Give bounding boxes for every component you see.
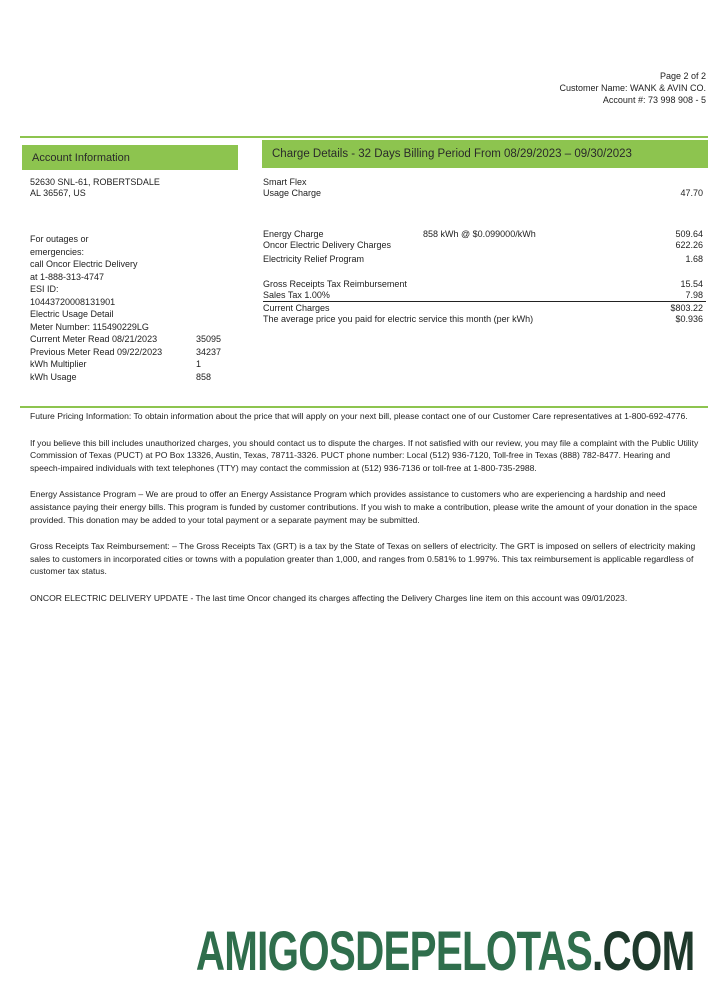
average-price-row: The average price you paid for electric … — [263, 314, 703, 325]
charge-label: The average price you paid for electric … — [263, 314, 534, 324]
charge-label: Oncor Electric Delivery Charges — [263, 240, 392, 250]
reading-label: Previous Meter Read 09/22/2023 — [30, 346, 163, 357]
charge-value: 7.98 — [685, 290, 703, 300]
reading-value: 34237 — [196, 346, 222, 357]
grt-notice: Gross Receipts Tax Reimbursement: – The … — [30, 541, 696, 577]
mid-divider — [20, 406, 708, 408]
esi-id: 10443720008131901 — [30, 296, 116, 307]
charge-details-body: Smart Flex Usage Charge 47.70 Energy Char… — [263, 177, 706, 325]
grt-row: Gross Receipts Tax Reimbursement 15.54 — [263, 279, 703, 290]
sales-tax-row: Sales Tax 1.00% 7.98 — [263, 290, 703, 301]
delivery-charge-row: Oncor Electric Delivery Charges 622.26 — [263, 240, 703, 251]
charge-value: 622.26 — [675, 240, 703, 250]
account-info-header: Account Information — [22, 145, 238, 170]
page-number: Page 2 of 2 — [659, 71, 706, 81]
usage-detail-label: Electric Usage Detail — [30, 309, 114, 319]
reading-value: 35095 — [196, 334, 222, 344]
contact-line: emergencies: — [30, 246, 85, 257]
charge-value: 1.68 — [685, 254, 703, 264]
energy-assistance-notice: Energy Assistance Program – We are proud… — [30, 489, 698, 525]
notices: Future Pricing Information: To obtain in… — [30, 410, 702, 619]
charge-details-header: Charge Details - 32 Days Billing Period … — [262, 140, 708, 168]
account-number: Account #: 73 998 908 - 5 — [602, 95, 706, 105]
esi-label: ESI ID: — [30, 284, 59, 294]
charge-label: Gross Receipts Tax Reimbursement — [263, 279, 407, 289]
charge-label: Sales Tax 1.00% — [263, 290, 330, 300]
watermark-suffix: .COM — [591, 919, 695, 982]
charge-label: Electricity Relief Program — [263, 254, 365, 264]
customer-name: Customer Name: WANK & AVIN CO. — [559, 83, 706, 93]
charge-label: Usage Charge — [263, 188, 322, 198]
watermark-logo: AMIGOSDEPELOTAS.COM — [195, 918, 694, 983]
contact-line: at 1-888-313-4747 — [30, 271, 105, 282]
watermark-name: AMIGOSDEPELOTAS — [195, 919, 592, 982]
charge-value: 47.70 — [680, 188, 703, 198]
meter-number: Meter Number: 115490229LG — [30, 321, 149, 332]
reading-value: 1 — [196, 359, 202, 369]
reading-label: kWh Multiplier — [30, 359, 87, 369]
reading-row: Previous Meter Read 09/22/2023 34237 — [30, 346, 222, 359]
charge-label: Energy Charge — [263, 229, 324, 239]
energy-charge-row: Energy Charge 858 kWh @ $0.099000/kWh 509.… — [263, 229, 703, 240]
account-info-title: Account Information — [32, 151, 130, 164]
address-line: AL 36567, US — [30, 188, 86, 198]
top-divider — [20, 136, 708, 138]
contact-line: For outages or — [30, 234, 89, 244]
charge-value: 509.64 — [675, 229, 703, 239]
charge-value: $803.22 — [670, 303, 703, 313]
charge-value: 15.54 — [680, 279, 703, 289]
future-pricing-notice: Future Pricing Information: To obtain in… — [30, 411, 688, 421]
charge-rate: 858 kWh @ $0.099000/kWh — [423, 229, 536, 239]
totals-divider — [263, 301, 706, 302]
dispute-notice: If you believe this bill includes unauth… — [30, 437, 699, 473]
usage-charge-row: Usage Charge 47.70 — [263, 188, 703, 199]
reading-row: kWh Multiplier 1 — [30, 358, 212, 371]
current-charges-row: Current Charges $803.22 — [263, 303, 703, 314]
account-info-body: 52630 SNL-61, ROBERTSDALE AL 36567, US F… — [30, 177, 222, 384]
charge-value: $0.936 — [675, 314, 703, 324]
document-header: Page 2 of 2 Customer Name: WANK & AVIN C… — [559, 70, 706, 106]
reading-row: kWh Usage 858 — [30, 371, 212, 384]
address-line: 52630 SNL-61, ROBERTSDALE — [30, 177, 160, 187]
reading-label: Current Meter Read 08/21/2023 — [30, 334, 158, 344]
reading-row: Current Meter Read 08/21/2023 35095 — [30, 333, 222, 346]
plan-name: Smart Flex — [263, 177, 307, 187]
reading-value: 858 — [196, 371, 212, 382]
charge-details-title: Charge Details - 32 Days Billing Period … — [272, 148, 632, 160]
oncor-update-notice: ONCOR ELECTRIC DELIVERY UPDATE - The las… — [30, 592, 628, 603]
relief-row: Electricity Relief Program 1.68 — [263, 254, 703, 265]
contact-line: call Oncor Electric Delivery — [30, 259, 138, 269]
reading-label: kWh Usage — [30, 371, 77, 382]
charge-label: Current Charges — [263, 303, 330, 313]
